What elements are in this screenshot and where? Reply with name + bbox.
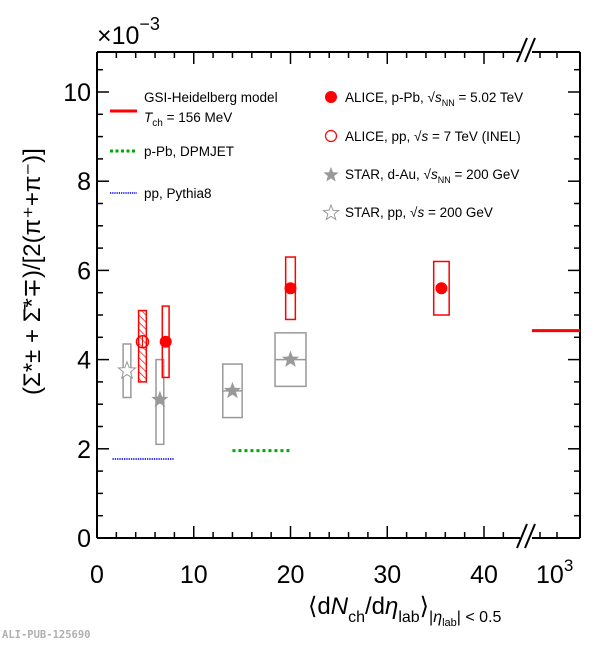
x-tick-label: 40: [470, 561, 498, 589]
model-lines: [112, 329, 580, 461]
y-multiplier: ×10−3: [97, 14, 160, 50]
y-tick-label: 6: [77, 257, 91, 285]
data-point-alice-ppb: [435, 282, 448, 295]
watermark: ALI-PUB-125690: [2, 629, 91, 641]
data-point-alice-ppb: [159, 335, 172, 348]
legend-alice-pp-marker: [324, 129, 338, 143]
legend-gsi-label: GSI-Heidelberg model: [144, 90, 278, 105]
legend-star-dau-label: STAR, d-Au, √sNN = 200 GeV: [345, 167, 519, 185]
x-axis-title: ⟨dNch/dηlab⟩|ηlab| < 0.5: [308, 593, 502, 629]
legend-star-pp-label: STAR, pp, √s = 200 GeV: [345, 205, 493, 220]
data-point-alice-ppb: [284, 282, 297, 295]
y-tick-label: 8: [77, 168, 91, 196]
x-tick-label: 10: [180, 561, 208, 589]
legend-star-pp-marker: [322, 203, 340, 221]
legend-left: GSI-Heidelberg model Tch = 156 MeV p-Pb,…: [110, 90, 278, 201]
x-tick-label: 20: [277, 561, 305, 589]
legend-alice-ppb-marker: [325, 91, 337, 103]
data-point-star-dau: [151, 390, 169, 408]
syst-box: [432, 260, 450, 316]
x-break-mark-bottom: [524, 523, 536, 549]
data-points: [117, 256, 450, 446]
legend-alice-ppb-label: ALICE, p-Pb, √sNN = 5.02 TeV: [345, 90, 523, 108]
legend-gsi-temperature: Tch = 156 MeV: [144, 110, 232, 129]
y-tick-label: 0: [77, 525, 91, 553]
data-point-star-dau: [281, 350, 300, 367]
x-break-mark-bottom: [516, 523, 528, 549]
legend-star-dau-marker: [323, 167, 339, 182]
y-axis-title: (Σ*± + Σ̄*∓)/[2(π⁺+π⁻)]: [19, 148, 46, 395]
legend-right: ALICE, p-Pb, √sNN = 5.02 TeV ALICE, pp, …: [322, 90, 523, 221]
x-tick-label-break: 103: [536, 556, 573, 589]
legend-pythia-label: pp, Pythia8: [144, 186, 212, 201]
x-tick-label: 30: [373, 561, 401, 589]
legend-dpmjet-label: p-Pb, DPMJET: [144, 144, 234, 159]
y-tick-label: 2: [77, 436, 91, 464]
y-tick-label: 4: [77, 347, 91, 375]
data-point-star-pp: [117, 360, 137, 380]
x-break-mark-top: [524, 37, 536, 63]
x-break-mark-top: [516, 37, 528, 63]
axis-ticks: 0 2 4 6 8 10 0 10 20 30 40: [63, 52, 580, 589]
legend-alice-pp-label: ALICE, pp, √s = 7 TeV (INEL): [345, 129, 521, 144]
x-tick-label: 0: [90, 561, 104, 589]
data-point-star-dau: [223, 381, 242, 399]
y-tick-label: 10: [63, 79, 91, 107]
